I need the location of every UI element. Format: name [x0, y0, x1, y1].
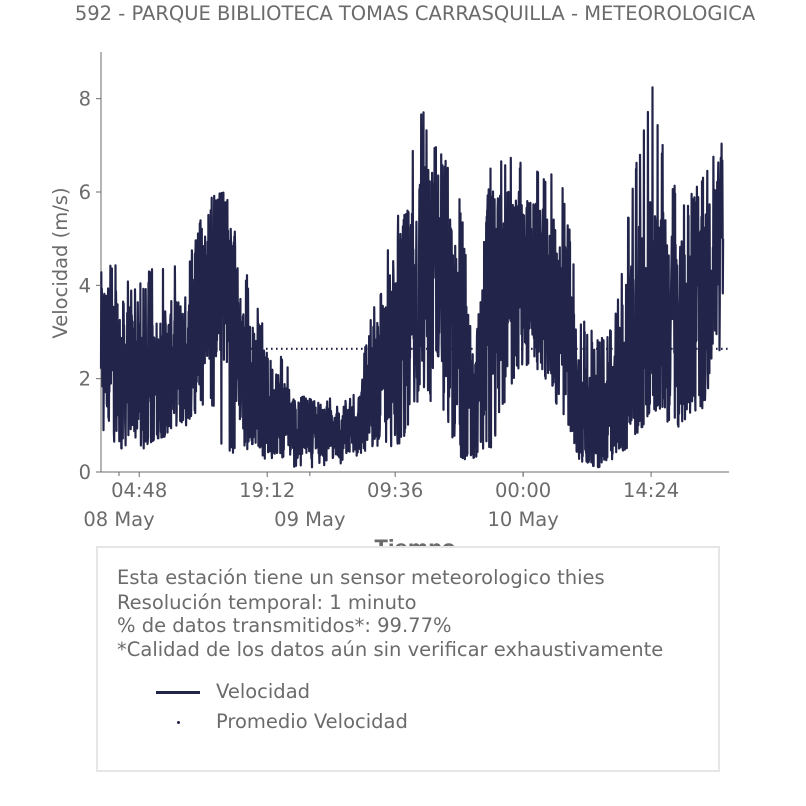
- chart-title: 592 - PARQUE BIBLIOTECA TOMAS CARRASQUIL…: [74, 2, 756, 25]
- legend-velocidad-swatch: [156, 691, 200, 694]
- x-date-label: 08 May: [83, 508, 154, 531]
- x-tick-label: 19:12: [239, 479, 295, 502]
- info-resolution-text: Resolución temporal: 1 minuto: [117, 591, 417, 614]
- y-axis-label: Velocidad (m/s): [49, 187, 72, 338]
- x-date-label: 09 May: [274, 508, 345, 531]
- x-tick-label: 00:00: [495, 479, 551, 502]
- info-sensor-text: Esta estación tiene un sensor meteorolog…: [117, 566, 605, 589]
- y-tick-label: 0: [79, 461, 91, 484]
- chart-ticks: 0 2 4 6 8 04:48 19:12 09:36 00:00 14:24 08 May 09 M…: [79, 88, 680, 531]
- legend-promedio-swatch: [177, 721, 180, 724]
- x-tick-label: 09:36: [367, 479, 423, 502]
- x-date-label: 10 May: [487, 508, 558, 531]
- y-tick-label: 6: [79, 181, 91, 204]
- chart-plot-area: [99, 86, 729, 469]
- info-panel: Esta estación tiene un sensor meteorolog…: [96, 546, 720, 772]
- y-tick-label: 8: [79, 88, 91, 111]
- y-tick-label: 2: [79, 368, 91, 391]
- chart-axes: [100, 52, 729, 473]
- y-tick-label: 4: [79, 274, 91, 297]
- legend-velocidad-label: Velocidad: [216, 680, 311, 703]
- series-velocidad-line: [99, 86, 725, 469]
- info-quality-note: *Calidad de los datos aún sin verificar …: [117, 638, 664, 661]
- legend-promedio-label: Promedio Velocidad: [216, 710, 408, 733]
- x-tick-label: 04:48: [111, 479, 167, 502]
- x-tick-label: 14:24: [623, 479, 679, 502]
- info-transmitted-text: % de datos transmitidos*: 99.77%: [117, 614, 452, 637]
